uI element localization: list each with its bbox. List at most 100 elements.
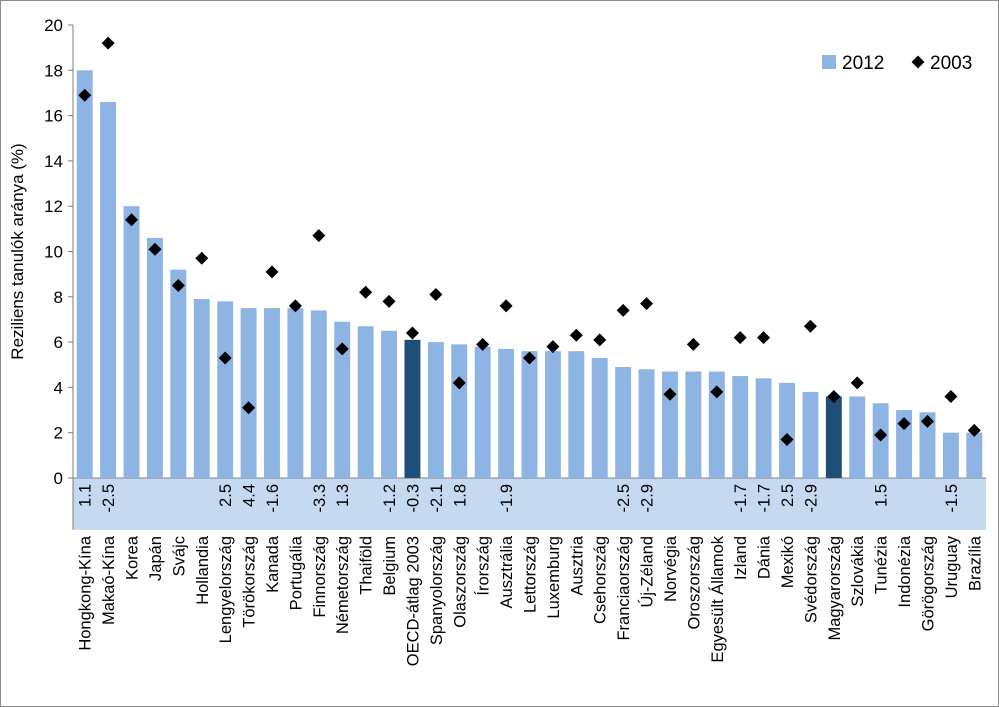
marker-2003 (780, 432, 794, 446)
marker-2003 (874, 428, 888, 442)
marker-2003 (101, 36, 115, 50)
marker-2003 (195, 251, 209, 265)
bar (310, 310, 327, 478)
category-label: Belgium (381, 536, 399, 596)
marker-2003 (616, 303, 630, 317)
category-label: Uruguay (943, 535, 961, 598)
marker-2003 (827, 389, 841, 403)
bar (919, 412, 936, 478)
category-label: Spanyolország (428, 536, 446, 645)
marker-2003 (686, 337, 700, 351)
difference-label: -1.7 (756, 484, 774, 512)
marker-2003 (382, 294, 396, 308)
marker-2003 (265, 265, 279, 279)
category-label: Dánia (756, 535, 774, 579)
category-label: Új-Zéland (638, 536, 657, 608)
y-tick-label: 2 (54, 424, 63, 443)
bar (474, 346, 491, 478)
difference-label: -1.5 (943, 484, 961, 512)
difference-label: -3.3 (311, 484, 329, 512)
y-tick-label: 18 (44, 61, 63, 80)
bar (498, 348, 515, 478)
y-axis-title: Reziliens tanulók aránya (%) (8, 143, 27, 359)
difference-label: 1.8 (451, 484, 469, 507)
marker-2003 (640, 297, 654, 311)
marker-2003 (546, 340, 560, 354)
bar (755, 378, 772, 478)
bar (451, 344, 468, 478)
bar (568, 351, 585, 478)
y-tick-label: 6 (54, 333, 63, 352)
difference-label: -1.2 (381, 484, 399, 512)
marker-2003 (757, 331, 771, 345)
difference-label: -2.5 (615, 484, 633, 512)
bar (264, 308, 280, 478)
category-label: Izland (732, 536, 750, 580)
marker-2003 (218, 351, 232, 365)
category-label: Norvégia (662, 535, 680, 602)
category-label: Lengyelország (217, 536, 235, 643)
category-label: Luxemburg (545, 536, 563, 619)
marker-2003 (803, 319, 817, 333)
category-label: Magyarország (826, 536, 844, 641)
marker-2003 (967, 423, 981, 437)
bar (638, 369, 655, 478)
difference-label: -1.9 (498, 484, 516, 512)
marker-2003 (148, 242, 162, 256)
category-label: Tunézia (873, 535, 891, 594)
marker-2003 (920, 414, 934, 428)
bar (381, 330, 397, 478)
bar (615, 367, 632, 478)
marker-2003 (944, 389, 958, 403)
bar (825, 396, 842, 478)
difference-band (73, 478, 986, 530)
y-tick-label: 12 (44, 197, 63, 216)
category-label: Franciaország (615, 536, 633, 641)
difference-label: -2.9 (639, 484, 657, 512)
category-label: Görögország (919, 536, 937, 631)
difference-label: 1.3 (334, 484, 352, 507)
bar (170, 269, 187, 478)
marker-2003 (593, 333, 607, 347)
legend-swatch-2012 (822, 55, 836, 69)
y-tick-label: 16 (44, 107, 63, 126)
bar (334, 321, 351, 478)
category-label: Svédország (802, 536, 820, 623)
bar (732, 376, 749, 478)
category-label: Egyesült Államok (708, 535, 727, 662)
bar (217, 301, 234, 478)
marker-2003 (499, 299, 513, 313)
marker-2003 (710, 385, 724, 399)
difference-label: -1.7 (732, 484, 750, 512)
category-label: Indonézia (896, 535, 914, 607)
marker-2003 (523, 351, 536, 365)
legend-marker-2003 (911, 55, 925, 69)
difference-label: -2.9 (802, 484, 820, 512)
bar (802, 391, 819, 478)
category-label: Korea (124, 535, 142, 580)
difference-label: 1.1 (77, 484, 95, 507)
y-tick-label: 10 (44, 243, 63, 262)
marker-2003 (476, 337, 490, 351)
y-tick-label: 14 (44, 152, 63, 171)
category-label: Ausztria (568, 535, 586, 595)
bar (521, 351, 538, 478)
y-tick-label: 8 (54, 288, 63, 307)
category-label: Japán (147, 536, 165, 581)
marker-2003 (429, 288, 443, 302)
category-label: Szlovákia (849, 535, 867, 606)
category-label: Finnország (311, 536, 329, 618)
category-label: Csehország (592, 536, 610, 624)
marker-2003 (288, 299, 302, 313)
difference-label: -0.3 (404, 484, 422, 512)
marker-2003 (78, 88, 92, 102)
marker-2003 (335, 342, 349, 356)
y-tick-label: 4 (54, 378, 63, 397)
marker-2003 (359, 285, 373, 299)
marker-2003 (171, 278, 185, 292)
category-label: Törökország (241, 536, 259, 628)
category-label: Mexikó (779, 536, 797, 588)
difference-label: 4.4 (241, 484, 259, 507)
bar (240, 308, 257, 478)
